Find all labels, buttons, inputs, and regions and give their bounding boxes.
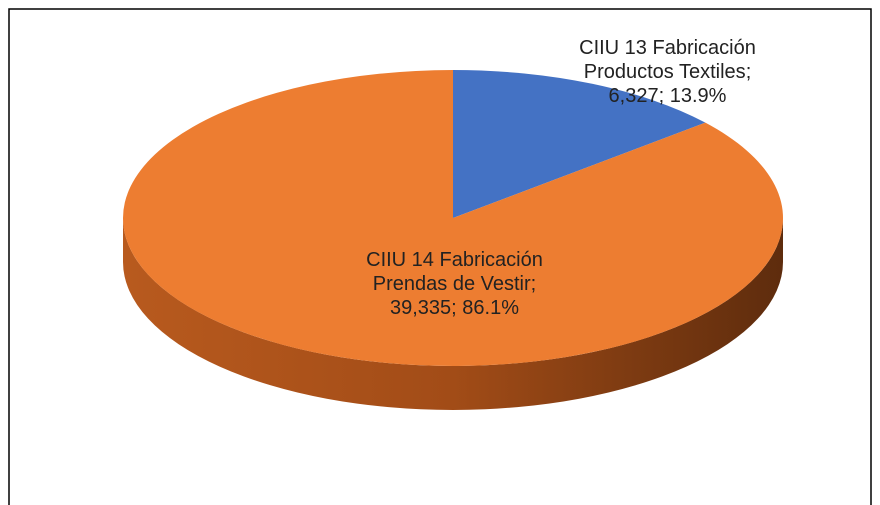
pie-side (123, 218, 783, 410)
data-label: CIIU 13 Fabricación Productos Textiles; … (579, 37, 756, 107)
label-name: CIIU 14 Fabricación Prendas de Vestir (366, 249, 543, 295)
pie-slice (453, 70, 706, 218)
data-label: CIIU 14 Fabricación Prendas de Vestir; 3… (366, 249, 543, 319)
label-name: CIIU 13 Fabricación Productos Textiles (579, 37, 756, 83)
label-value: 39,335 (389, 297, 452, 319)
pie-slice (122, 70, 783, 366)
label-percent: 13.9% (669, 85, 727, 107)
frame (8, 8, 872, 505)
label-value: 6,327 (608, 85, 659, 107)
label-percent: 86.1% (462, 297, 519, 319)
